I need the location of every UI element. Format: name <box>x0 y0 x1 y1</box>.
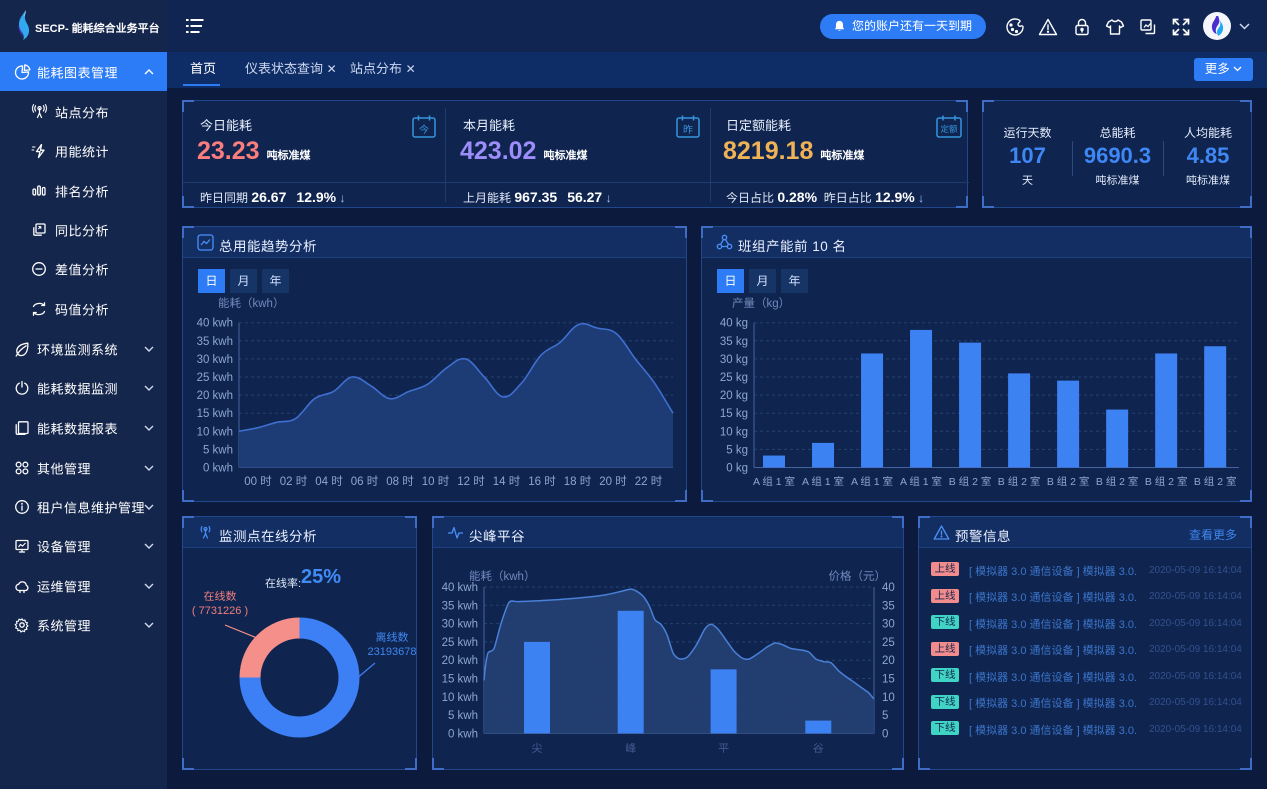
svg-text:0 kg: 0 kg <box>726 463 748 475</box>
svg-text:B 组 2 室: B 组 2 室 <box>1145 476 1188 488</box>
svg-text:平: 平 <box>718 743 729 755</box>
svg-text:15 kwh: 15 kwh <box>197 408 233 420</box>
svg-text:18 时: 18 时 <box>564 475 592 488</box>
svg-text:25 kg: 25 kg <box>720 372 748 384</box>
svg-text:35 kwh: 35 kwh <box>442 600 478 612</box>
svg-text:08 时: 08 时 <box>386 475 414 488</box>
svg-text:A 组 1 室: A 组 1 室 <box>851 476 893 488</box>
svg-text:A 组 1 室: A 组 1 室 <box>753 476 795 488</box>
svg-text:30 kwh: 30 kwh <box>197 354 233 366</box>
svg-text:00 时: 00 时 <box>244 475 272 488</box>
svg-text:B 组 2 室: B 组 2 室 <box>1194 476 1237 488</box>
svg-text:产量（kg）: 产量（kg） <box>732 297 790 310</box>
svg-text:20 时: 20 时 <box>599 475 627 488</box>
svg-text:12 时: 12 时 <box>457 475 485 488</box>
svg-text:16 时: 16 时 <box>528 475 556 488</box>
svg-text:20 kwh: 20 kwh <box>442 655 478 667</box>
svg-text:02 时: 02 时 <box>280 475 308 488</box>
svg-text:5 kwh: 5 kwh <box>448 710 478 722</box>
svg-text:10 kg: 10 kg <box>720 426 748 438</box>
svg-text:06 时: 06 时 <box>351 475 379 488</box>
svg-text:定额: 定额 <box>940 123 958 135</box>
svg-text:14 时: 14 时 <box>493 475 521 488</box>
svg-text:5 kwh: 5 kwh <box>203 444 233 456</box>
svg-text:25 kwh: 25 kwh <box>442 637 478 649</box>
svg-text:40 kwh: 40 kwh <box>442 582 478 594</box>
svg-text:30 kg: 30 kg <box>720 354 748 366</box>
svg-text:40: 40 <box>882 582 895 594</box>
svg-text:30 kwh: 30 kwh <box>442 619 478 631</box>
svg-text:10: 10 <box>882 692 895 704</box>
svg-text:尖: 尖 <box>532 742 543 755</box>
svg-text:15 kg: 15 kg <box>720 408 748 420</box>
svg-text:15 kwh: 15 kwh <box>442 674 478 686</box>
svg-text:谷: 谷 <box>813 742 824 755</box>
svg-text:10 kwh: 10 kwh <box>442 692 478 704</box>
svg-text:今: 今 <box>419 121 429 136</box>
svg-text:5: 5 <box>882 710 888 722</box>
svg-text:25: 25 <box>882 637 895 649</box>
svg-text:昨: 昨 <box>683 121 693 136</box>
svg-text:A 组 1 室: A 组 1 室 <box>900 476 942 488</box>
svg-text:35 kg: 35 kg <box>720 336 748 348</box>
svg-text:5 kg: 5 kg <box>726 444 748 456</box>
svg-text:40 kwh: 40 kwh <box>197 318 233 330</box>
svg-text:25 kwh: 25 kwh <box>197 372 233 384</box>
svg-text:20 kwh: 20 kwh <box>197 390 233 402</box>
svg-text:35: 35 <box>882 600 895 612</box>
svg-text:0 kwh: 0 kwh <box>203 463 233 475</box>
svg-text:20 kg: 20 kg <box>720 390 748 402</box>
svg-text:0 kwh: 0 kwh <box>448 728 478 740</box>
svg-text:10 kwh: 10 kwh <box>197 426 233 438</box>
svg-text:价格（元）: 价格（元） <box>829 570 887 583</box>
svg-text:B 组 2 室: B 组 2 室 <box>1047 476 1090 488</box>
svg-text:20: 20 <box>882 655 895 667</box>
svg-text:22 时: 22 时 <box>635 475 663 488</box>
svg-text:40 kg: 40 kg <box>720 318 748 330</box>
svg-text:35 kwh: 35 kwh <box>197 336 233 348</box>
svg-text:A 组 1 室: A 组 1 室 <box>802 476 844 488</box>
svg-text:能耗（kwh）: 能耗（kwh） <box>469 570 535 583</box>
svg-text:B 组 2 室: B 组 2 室 <box>998 476 1041 488</box>
svg-text:15: 15 <box>882 674 895 686</box>
svg-text:04 时: 04 时 <box>315 475 343 488</box>
svg-text:10 时: 10 时 <box>422 475 450 488</box>
svg-text:能耗（kwh）: 能耗（kwh） <box>218 297 284 310</box>
svg-text:0: 0 <box>882 728 888 740</box>
svg-text:B 组 2 室: B 组 2 室 <box>1096 476 1139 488</box>
svg-text:30: 30 <box>882 619 895 631</box>
svg-text:峰: 峰 <box>625 742 636 755</box>
svg-text:B 组 2 室: B 组 2 室 <box>949 476 992 488</box>
